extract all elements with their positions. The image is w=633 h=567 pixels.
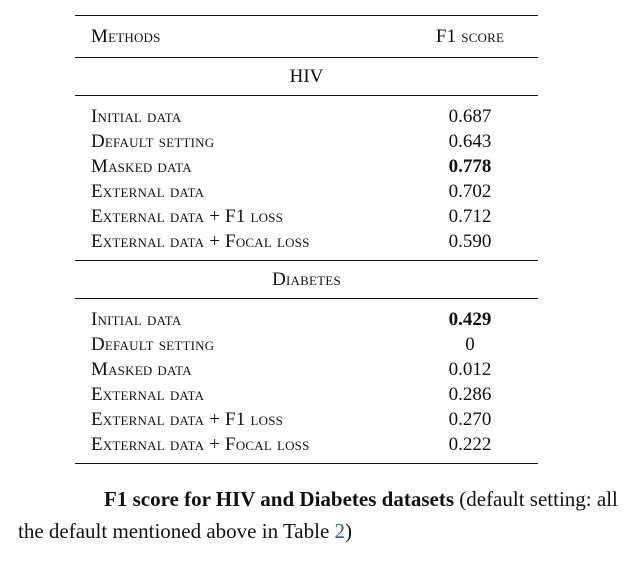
score-cell: 0.286 xyxy=(448,384,492,405)
caption-close: ) xyxy=(345,519,353,543)
table-row: External data 0.286 xyxy=(75,382,538,407)
method-cell: External data + Focal loss xyxy=(91,434,310,455)
method-cell: External data xyxy=(91,384,205,405)
table-row: External data 0.702 xyxy=(75,179,538,204)
results-table: Methods F1 score HIV Initial data 0.687 Def… xyxy=(75,15,538,464)
table-caption: F1 score for HIV and Diabetes datasets (… xyxy=(18,483,618,547)
section-header-row: HIV xyxy=(75,57,538,96)
table-row: Initial data 0.687 xyxy=(75,95,538,130)
table-row: External data + F1 loss 0.270 xyxy=(75,407,538,432)
table-row: Default setting 0 xyxy=(75,332,538,357)
table-row: Masked data 0.778 xyxy=(75,154,538,179)
method-cell: External data + Focal loss xyxy=(91,231,310,252)
score-cell: 0.429 xyxy=(448,309,492,330)
score-cell: 0 xyxy=(465,334,475,355)
score-cell: 0.222 xyxy=(448,434,492,455)
method-cell: External data xyxy=(91,181,205,202)
score-cell: 0.687 xyxy=(448,106,492,127)
method-cell: External data + F1 loss xyxy=(91,409,284,430)
section-title: Diabetes xyxy=(272,268,341,290)
method-cell: Masked data xyxy=(91,359,192,380)
method-cell: Initial data xyxy=(91,106,182,127)
table-row: External data + Focal loss 0.222 xyxy=(75,432,538,464)
section-header-row: Diabetes xyxy=(75,260,538,299)
results-table-container: Methods F1 score HIV Initial data 0.687 Def… xyxy=(75,15,538,464)
score-cell: 0.712 xyxy=(448,206,492,227)
table-row: Masked data 0.012 xyxy=(75,357,538,382)
table-row: Default setting 0.643 xyxy=(75,129,538,154)
header-row: Methods F1 score xyxy=(75,15,538,58)
score-cell: 0.778 xyxy=(448,156,492,177)
table-reference-link[interactable]: 2 xyxy=(334,519,346,543)
table-row: External data + Focal loss 0.590 xyxy=(75,229,538,261)
score-cell: 0.270 xyxy=(448,409,492,430)
score-cell: 0.012 xyxy=(448,359,492,380)
caption-title: F1 score for HIV and Diabetes datasets xyxy=(104,487,454,511)
method-cell: Default setting xyxy=(91,334,215,355)
score-cell: 0.702 xyxy=(448,181,492,202)
method-cell: Default setting xyxy=(91,131,215,152)
score-cell: 0.643 xyxy=(448,131,492,152)
table-row: External data + F1 loss 0.712 xyxy=(75,204,538,229)
section-title: HIV xyxy=(289,65,324,87)
caption-text: (default setting: all the default mentio… xyxy=(18,487,618,543)
f1-score-header: F1 score xyxy=(435,25,505,47)
method-cell: Masked data xyxy=(91,156,192,177)
methods-header: Methods xyxy=(91,25,161,47)
table-row: Initial data 0.429 xyxy=(75,298,538,333)
method-cell: Initial data xyxy=(91,309,182,330)
score-cell: 0.590 xyxy=(448,231,492,252)
method-cell: External data + F1 loss xyxy=(91,206,284,227)
